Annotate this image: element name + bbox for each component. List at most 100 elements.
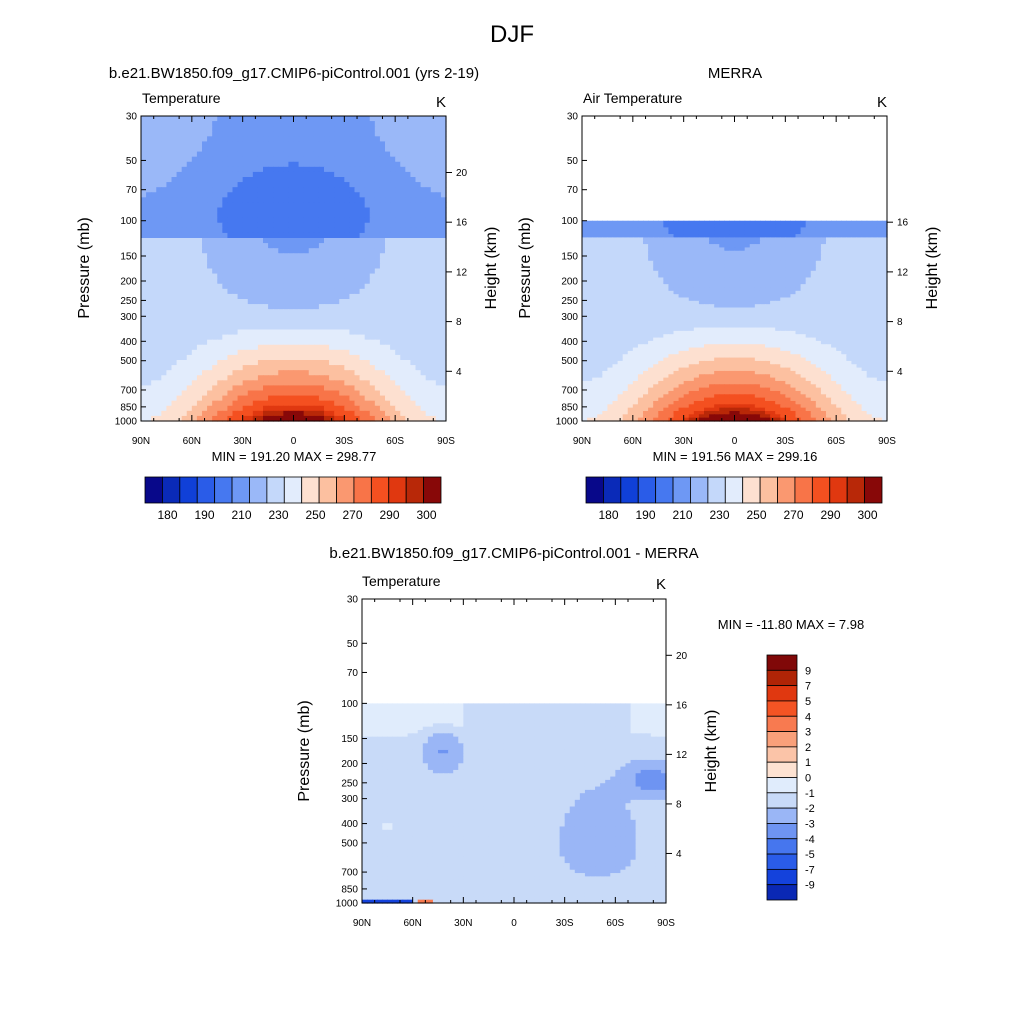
panel-model-cell	[339, 396, 345, 402]
panel-model-cell	[436, 243, 442, 249]
panel-model-cell	[344, 152, 350, 158]
panel-model-cell	[141, 177, 147, 183]
panel-model-colorbar-label: 210	[231, 508, 251, 522]
panel-model-cell	[192, 365, 198, 371]
panel-model-cell	[217, 213, 223, 219]
panel-model-cell	[238, 375, 244, 381]
panel-model-cell	[324, 233, 330, 239]
panel-model-cell	[436, 131, 442, 137]
panel-model-cell	[197, 294, 203, 300]
panel-model-cell	[304, 294, 310, 300]
panel-model-cell	[304, 182, 310, 188]
panel-model-cell	[172, 289, 178, 295]
panel-model-cell	[355, 157, 361, 163]
panel-model-cell	[248, 228, 254, 234]
panel-model-cell	[217, 385, 223, 391]
panel-model-cell	[278, 330, 284, 336]
panel-model-cell	[360, 319, 366, 325]
panel-model-cell	[268, 335, 274, 341]
panel-model-cell	[334, 375, 340, 381]
panel-model-cell	[329, 197, 335, 203]
panel-model-cell	[334, 380, 340, 386]
panel-model-cell	[283, 228, 289, 234]
panel-model-cell	[202, 360, 208, 366]
panel-model-cell	[166, 182, 172, 188]
panel-model-cell	[177, 279, 183, 285]
panel-model-cell	[370, 147, 376, 153]
panel-model-cell	[294, 391, 300, 397]
panel-model-cell	[233, 330, 239, 336]
panel-model-cell	[344, 284, 350, 290]
panel-model-cell	[172, 218, 178, 224]
panel-model-cell	[431, 238, 437, 244]
panel-model-cell	[233, 360, 239, 366]
panel-model-cell	[166, 253, 172, 259]
panel-model-cell	[141, 121, 147, 127]
panel-model-cell	[304, 162, 310, 168]
panel-model-cell	[319, 289, 325, 295]
panel-model-cell	[304, 330, 310, 336]
panel-model-cell	[166, 406, 172, 412]
panel-model-cell	[151, 147, 157, 153]
panel-model-cell	[187, 223, 193, 229]
panel-model-cell	[319, 314, 325, 320]
panel-model-cell	[263, 187, 269, 193]
panel-model-cell	[151, 202, 157, 208]
panel-model-cell	[233, 192, 239, 198]
panel-model-cell	[253, 258, 259, 264]
panel-model-cell	[390, 319, 396, 325]
panel-model-cell	[202, 335, 208, 341]
panel-model-cell	[248, 141, 254, 147]
panel-model-cell	[233, 223, 239, 229]
panel-model-cell	[268, 324, 274, 330]
panel-model-cell	[436, 152, 442, 158]
panel-model-cell	[400, 391, 406, 397]
panel-model-cell	[294, 208, 300, 214]
panel-model-cell	[207, 406, 213, 412]
panel-model-cell	[344, 324, 350, 330]
panel-model-cell	[207, 126, 213, 132]
panel-model-cell	[380, 233, 386, 239]
panel-model-cell	[395, 141, 401, 147]
panel-model-cell	[416, 385, 422, 391]
panel-model-cell	[339, 319, 345, 325]
panel-model-cell	[217, 269, 223, 275]
panel-model-cell	[319, 248, 325, 254]
panel-model-cell	[395, 340, 401, 346]
panel-model-cell	[324, 411, 330, 417]
panel-model-cell	[400, 309, 406, 315]
panel-model-cell	[141, 167, 147, 173]
panel-model-cell	[334, 162, 340, 168]
panel-model-cell	[390, 340, 396, 346]
panel-model-cell	[192, 182, 198, 188]
panel-model-cell	[416, 319, 422, 325]
panel-model-cell	[349, 309, 355, 315]
panel-model-cell	[273, 309, 279, 315]
panel-model-cell	[253, 136, 259, 142]
panel-model-cell	[370, 172, 376, 178]
panel-model-cell	[248, 126, 254, 132]
panel-model-cell	[319, 279, 325, 285]
panel-model-cell	[283, 380, 289, 386]
panel-model-cell	[431, 299, 437, 305]
panel-model-cell	[212, 121, 218, 127]
panel-model-cell	[273, 131, 279, 137]
panel-model-cell	[365, 218, 371, 224]
panel-model-cell	[273, 147, 279, 153]
panel-model-cell	[283, 192, 289, 198]
panel-model-cell	[390, 330, 396, 336]
panel-model-cell	[263, 182, 269, 188]
panel-model-cell	[182, 360, 188, 366]
panel-model-cell	[365, 274, 371, 280]
panel-model-cell	[278, 324, 284, 330]
panel-model-cell	[421, 192, 427, 198]
panel-model-cell	[268, 360, 274, 366]
panel-model-cell	[329, 314, 335, 320]
panel-model-cell	[222, 345, 228, 351]
panel-model-cell	[273, 289, 279, 295]
panel-model-cell	[238, 238, 244, 244]
panel-model-cell	[395, 182, 401, 188]
panel-model-cell	[385, 131, 391, 137]
panel-model-cell	[273, 350, 279, 356]
panel-model-cell	[278, 365, 284, 371]
